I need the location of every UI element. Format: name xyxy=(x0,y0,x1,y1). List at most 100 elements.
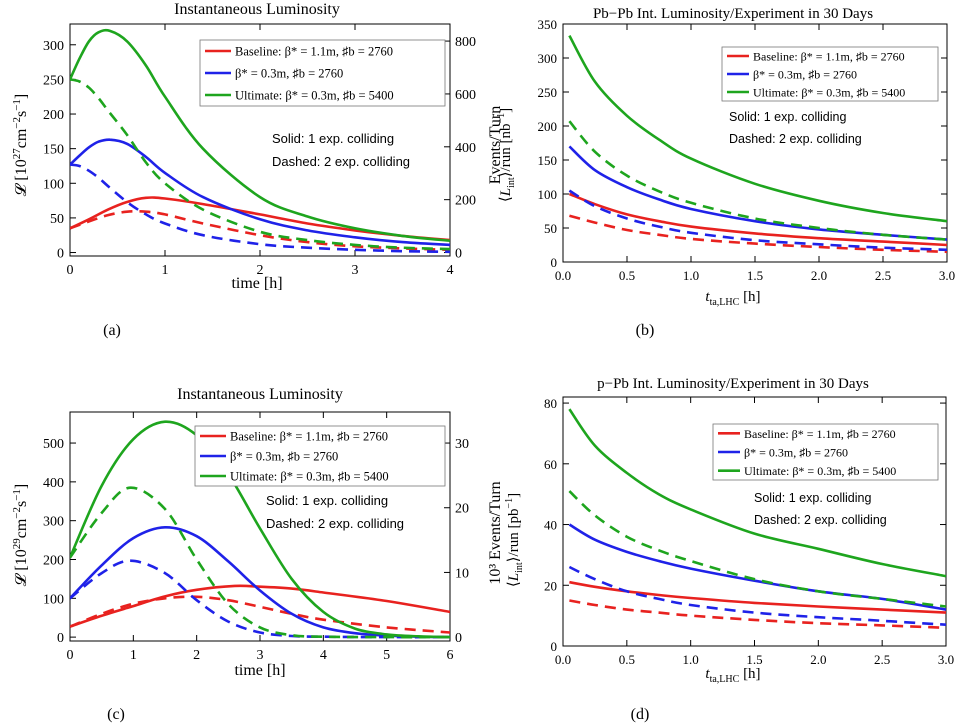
legend-d: Baseline: β* = 1.1m, ♯b = 2760 β* = 0.3m,… xyxy=(712,423,939,481)
x-tick-label-b: 0.0 xyxy=(555,268,571,283)
x-tick-label-d: 0.5 xyxy=(619,652,635,667)
panel-a-ylabel: 𝓛 [1027cm−2s−1] xyxy=(11,94,30,197)
y-tick-label-b: 250 xyxy=(538,85,558,100)
panel-d-xlabel: tta,LHC [h] xyxy=(705,666,760,685)
x-tick-label-c: 6 xyxy=(447,648,454,663)
panel-c-xlabel: time [h] xyxy=(234,662,285,679)
x-tick-label-a: 1 xyxy=(162,263,169,278)
y-tick-label-c: 400 xyxy=(43,476,64,491)
panel-d: p−Pb Int. Luminosity/Experiment in 30 Da… xyxy=(504,376,954,723)
y-tick-label-b: 350 xyxy=(538,17,558,32)
legend-label-red-d: Baseline: β* = 1.1m, ♯b = 2760 xyxy=(744,427,896,441)
series-green-dashed-c xyxy=(70,486,450,639)
panel-a-plot: 0 1 2 3 40501001502002503000200400600800Base… xyxy=(43,23,476,278)
y2-tick-label-c: 10 xyxy=(455,566,469,581)
legend-c: Baseline: β* = 1.1m, ♯b = 2760 β* = 0.3m,… xyxy=(194,425,446,487)
y-tick-label-a: 50 xyxy=(50,212,64,227)
panel-d-note1: Solid: 1 exp. colliding xyxy=(754,491,871,505)
x-tick-label-d: 1.5 xyxy=(746,652,762,667)
legend-a: Baseline: β* = 1.1m, ♯b = 2760 β* = 0.3m,… xyxy=(199,39,446,107)
y-tick-label-b: 50 xyxy=(544,221,557,236)
panel-d-caption: (d) xyxy=(631,706,650,723)
panel-d-note2: Dashed: 2 exp. colliding xyxy=(754,513,887,527)
y-tick-label-d: 80 xyxy=(544,396,557,411)
legend-label-green-c: Ultimate: β* = 0.3m, ♯b = 5400 xyxy=(230,470,389,484)
panel-a-note1: Solid: 1 exp. colliding xyxy=(272,131,394,146)
x-tick-label-b: 0.5 xyxy=(619,268,635,283)
series-red-solid-a xyxy=(70,196,450,242)
series-red-solid-c xyxy=(70,584,450,628)
x-tick-label-b: 1.5 xyxy=(747,268,763,283)
panel-c-note1: Solid: 1 exp. colliding xyxy=(266,493,388,508)
y2-tick-label-a: 800 xyxy=(455,35,476,50)
y-tick-label-d: 40 xyxy=(544,518,557,533)
panel-c-ylabel: 𝓛 [1029cm−2s−1] xyxy=(11,484,30,587)
y2-tick-label-a: 200 xyxy=(455,194,476,209)
panel-b-note2: Dashed: 2 exp. colliding xyxy=(729,132,862,146)
legend-label-blue-d: β* = 0.3m, ♯b = 2760 xyxy=(744,446,848,460)
y-tick-label-a: 200 xyxy=(43,108,64,123)
series-green-solid-a xyxy=(70,28,450,243)
series-blue-solid-a xyxy=(70,138,450,247)
panel-c-caption: (c) xyxy=(107,706,125,723)
panel-b-caption: (b) xyxy=(636,322,655,339)
legend-label-blue-b: β* = 0.3m, ♯b = 2760 xyxy=(753,68,857,82)
panel-c-y2label: 10³ Events/Turn xyxy=(487,481,504,584)
y2-tick-label-a: 600 xyxy=(455,88,476,103)
series-blue-dashed-a xyxy=(70,163,450,254)
panel-c: Instantaneous Luminosity 0 1 2 3 4 5 601002003… xyxy=(11,386,504,723)
y-tick-label-a: 100 xyxy=(43,177,64,192)
y2-tick-label-c: 20 xyxy=(455,502,469,517)
x-tick-label-a: 3 xyxy=(352,263,359,278)
x-tick-label-b: 2.0 xyxy=(811,268,827,283)
series-red-dashed-b xyxy=(569,214,947,254)
x-tick-label-d: 0.0 xyxy=(555,652,571,667)
x-tick-label-c: 0 xyxy=(67,648,74,663)
series-blue-solid-c xyxy=(70,525,450,639)
y-tick-label-b: 300 xyxy=(538,51,558,66)
series-green-solid-b xyxy=(568,34,947,223)
y-tick-label-c: 200 xyxy=(43,553,64,568)
y2-tick-label-c: 0 xyxy=(455,631,462,646)
series-blue-solid-b xyxy=(568,145,947,241)
panel-c-note2: Dashed: 2 exp. colliding xyxy=(266,516,404,531)
series-red-dashed-a xyxy=(70,209,450,252)
panel-b-note1: Solid: 1 exp. colliding xyxy=(729,110,846,124)
legend-label-red-a: Baseline: β* = 1.1m, ♯b = 2760 xyxy=(235,45,393,59)
x-tick-label-c: 1 xyxy=(130,648,137,663)
legend-label-green-d: Ultimate: β* = 0.3m, ♯b = 5400 xyxy=(744,464,896,478)
panel-a-caption: (a) xyxy=(103,322,121,339)
x-tick-label-b: 3.0 xyxy=(939,268,955,283)
panel-d-title: p−Pb Int. Luminosity/Experiment in 30 Da… xyxy=(597,376,869,392)
panel-c-plot: 0 1 2 3 4 5 601002003004005000102030Baseline: … xyxy=(43,411,469,663)
series-green-dashed-a xyxy=(70,78,450,251)
panel-a: Instantaneous Luminosity 0 1 2 3 40501001502… xyxy=(11,1,504,339)
panel-b-ylabel: ⟨Lint⟩/run [nb−1] xyxy=(496,108,517,202)
y2-tick-label-a: 400 xyxy=(455,141,476,156)
legend-box-b xyxy=(721,46,939,102)
legend-box-a xyxy=(199,39,446,107)
x-tick-label-a: 0 xyxy=(67,263,74,278)
x-tick-label-d: 3.0 xyxy=(938,652,954,667)
legend-box-d xyxy=(712,423,939,481)
y-tick-label-c: 0 xyxy=(57,631,64,646)
x-tick-label-a: 2 xyxy=(257,263,264,278)
x-tick-label-c: 5 xyxy=(383,648,390,663)
y-tick-label-a: 150 xyxy=(43,143,64,158)
x-tick-label-d: 2.0 xyxy=(810,652,826,667)
x-tick-label-c: 4 xyxy=(320,648,327,663)
y-tick-label-d: 20 xyxy=(544,578,557,593)
y-tick-label-c: 500 xyxy=(43,437,64,452)
panel-b-title: Pb−Pb Int. Luminosity/Experiment in 30 D… xyxy=(593,6,873,22)
y2-tick-label-a: 0 xyxy=(455,247,462,262)
panel-a-y2label: Events/Turn xyxy=(487,106,504,185)
series-green-dashed-b xyxy=(568,120,947,241)
legend-label-green-a: Ultimate: β* = 0.3m, ♯b = 5400 xyxy=(235,89,394,103)
panel-d-ylabel: ⟨Lint⟩/run [pb−1] xyxy=(504,493,525,587)
panel-a-note2: Dashed: 2 exp. colliding xyxy=(272,154,410,169)
legend-label-green-b: Ultimate: β* = 0.3m, ♯b = 5400 xyxy=(753,86,905,100)
series-red-dashed-d xyxy=(569,599,946,630)
panel-a-title: Instantaneous Luminosity xyxy=(174,1,340,18)
x-tick-label-c: 3 xyxy=(257,648,264,663)
y-tick-label-a: 0 xyxy=(57,247,64,262)
